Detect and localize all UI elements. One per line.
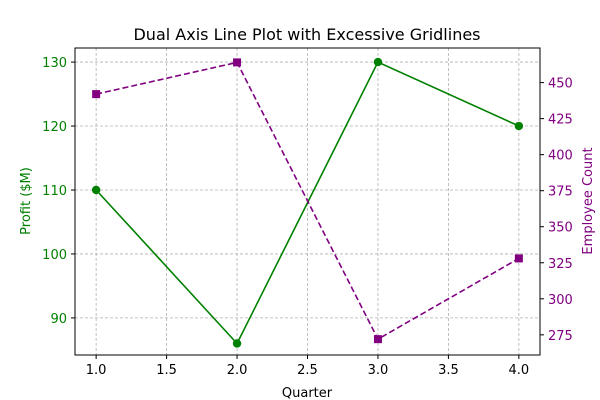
series-2-point	[92, 90, 101, 99]
x-tick-label: 2.0	[227, 363, 248, 378]
series-1-point	[514, 121, 524, 131]
y-left-tick-label: 120	[42, 120, 67, 135]
y-left-tick-label: 130	[42, 56, 67, 71]
x-tick-label: 4.0	[509, 363, 530, 378]
y-right-tick-label: 350	[548, 221, 573, 236]
series-1-point	[373, 57, 383, 67]
x-axis-label: Quarter	[282, 386, 333, 400]
series-2-point	[514, 254, 523, 263]
series-1-point	[232, 339, 242, 348]
x-tick-label: 3.5	[438, 363, 459, 378]
series-2-point	[233, 58, 242, 67]
y-left-tick-label: 110	[42, 184, 67, 199]
x-axis: 1.0 1.5 2.0 2.5 3.0 3.5 4.0	[86, 355, 529, 378]
series-1-point	[91, 185, 101, 195]
y-right-tick-label: 425	[548, 113, 573, 128]
series-2-point	[373, 335, 382, 344]
y-left-tick-label: 90	[50, 312, 67, 327]
y-right-tick-label: 450	[548, 77, 573, 92]
y-left-tick-label: 100	[42, 248, 67, 263]
gridlines	[75, 48, 540, 355]
y-right-tick-label: 375	[548, 185, 573, 200]
y-axis-right-label: Employee Count	[581, 147, 596, 254]
series-layer	[91, 57, 524, 348]
y-right-tick-label: 325	[548, 257, 573, 272]
series-line-1	[95, 61, 520, 345]
y-axis-left-label: Profit ($M)	[19, 167, 34, 235]
y-axis-left: 90 100 110 120 130	[42, 56, 75, 327]
chart-title: Dual Axis Line Plot with Excessive Gridl…	[133, 25, 480, 44]
x-tick-label: 1.5	[156, 363, 177, 378]
x-tick-label: 1.0	[86, 363, 107, 378]
y-right-tick-label: 300	[548, 293, 573, 308]
x-tick-label: 3.0	[368, 363, 389, 378]
y-right-tick-label: 275	[548, 329, 573, 344]
y-axis-right: 275 300 325 350 375 400 425 450	[540, 77, 573, 344]
x-tick-label: 2.5	[297, 363, 318, 378]
y-right-tick-label: 400	[548, 149, 573, 164]
series-line-2	[95, 61, 520, 341]
